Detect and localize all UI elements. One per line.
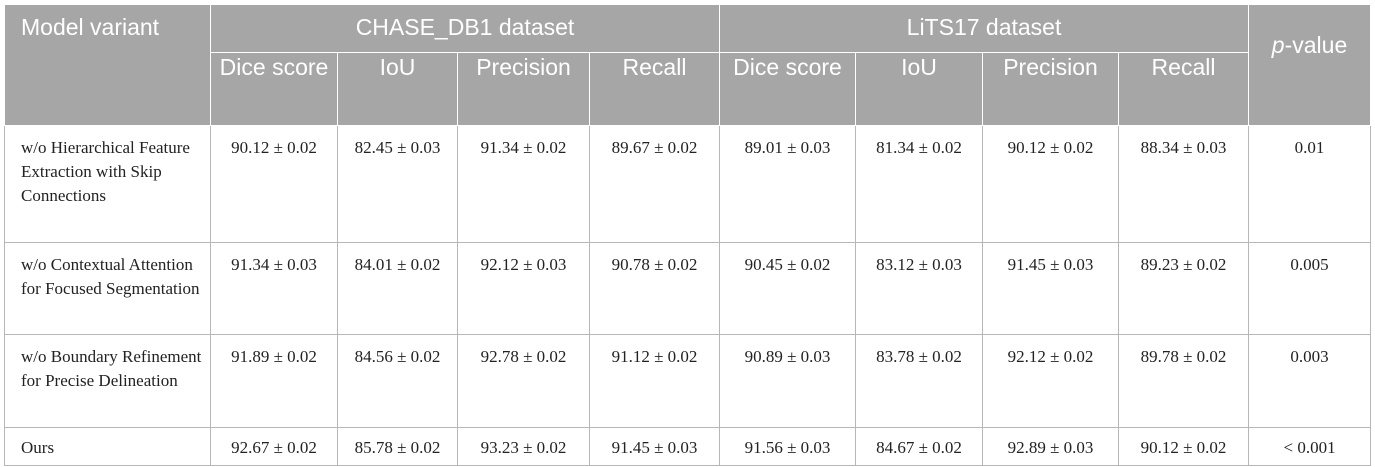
value-cell: 84.01 ± 0.02 [337, 242, 458, 335]
ablation-results-table: Model variant CHASE_DB1 dataset LiTS17 d… [4, 4, 1372, 466]
table-body: w/o Hierarchical Feature Extraction with… [4, 125, 1372, 466]
value-cell: 91.45 ± 0.03 [589, 427, 720, 466]
value-cell: 90.45 ± 0.02 [719, 242, 856, 335]
variant-cell: Ours [4, 427, 211, 466]
p-value-cell: < 0.001 [1248, 427, 1372, 466]
value-cell: 88.34 ± 0.03 [1117, 125, 1250, 243]
p-value-cell: 0.005 [1248, 242, 1372, 335]
value-cell: 89.01 ± 0.03 [719, 125, 856, 243]
value-cell: 90.12 ± 0.02 [1117, 427, 1250, 466]
header-model-variant: Model variant [4, 4, 211, 126]
value-cell: 92.89 ± 0.03 [982, 427, 1119, 466]
value-cell: 90.12 ± 0.02 [210, 125, 338, 243]
table-row: Ours 92.67 ± 0.02 85.78 ± 0.02 93.23 ± 0… [4, 427, 1372, 466]
value-cell: 82.45 ± 0.03 [337, 125, 458, 243]
header-lits-precision: Precision [982, 52, 1119, 126]
value-cell: 90.12 ± 0.02 [982, 125, 1119, 243]
value-cell: 90.89 ± 0.03 [719, 334, 856, 428]
value-cell: 91.34 ± 0.02 [457, 125, 590, 243]
value-cell: 92.67 ± 0.02 [210, 427, 338, 466]
header-chase-dice: Dice score [210, 52, 338, 126]
p-value-cell: 0.003 [1248, 334, 1372, 428]
value-cell: 93.23 ± 0.02 [457, 427, 590, 466]
value-cell: 89.23 ± 0.02 [1117, 242, 1250, 335]
value-cell: 91.56 ± 0.03 [719, 427, 856, 466]
header-chase-recall: Recall [589, 52, 720, 126]
header-p-value: p-value [1248, 4, 1372, 126]
table-header: Model variant CHASE_DB1 dataset LiTS17 d… [4, 4, 1372, 126]
value-cell: 92.12 ± 0.03 [457, 242, 590, 335]
value-cell: 89.67 ± 0.02 [589, 125, 720, 243]
value-cell: 92.78 ± 0.02 [457, 334, 590, 428]
header-chase-iou: IoU [337, 52, 458, 126]
variant-cell: w/o Hierarchical Feature Extraction with… [4, 125, 211, 243]
value-cell: 85.78 ± 0.02 [337, 427, 458, 466]
header-row-metrics: Dice score IoU Precision Recall Dice sco… [5, 52, 1371, 126]
value-cell: 92.12 ± 0.02 [982, 334, 1119, 428]
p-value-cell: 0.01 [1248, 125, 1372, 243]
header-lits-recall: Recall [1117, 52, 1250, 126]
header-lits-dice: Dice score [719, 52, 856, 126]
variant-cell: w/o Contextual Attention for Focused Seg… [4, 242, 211, 335]
header-p-suffix: -value [1284, 32, 1348, 58]
value-cell: 89.78 ± 0.02 [1117, 334, 1250, 428]
table-row: w/o Boundary Refinement for Precise Deli… [4, 334, 1372, 428]
value-cell: 84.56 ± 0.02 [337, 334, 458, 428]
value-cell: 91.89 ± 0.02 [210, 334, 338, 428]
value-cell: 84.67 ± 0.02 [855, 427, 983, 466]
value-cell: 83.12 ± 0.03 [855, 242, 983, 335]
value-cell: 83.78 ± 0.02 [855, 334, 983, 428]
value-cell: 90.78 ± 0.02 [589, 242, 720, 335]
header-lits17-dataset: LiTS17 dataset [718, 4, 1250, 53]
header-lits-iou: IoU [855, 52, 983, 126]
table-row: w/o Hierarchical Feature Extraction with… [4, 125, 1372, 243]
header-p-italic: p [1271, 32, 1285, 58]
header-row-groups: Model variant CHASE_DB1 dataset LiTS17 d… [4, 4, 1372, 126]
value-cell: 91.34 ± 0.03 [210, 242, 338, 335]
variant-cell: w/o Boundary Refinement for Precise Deli… [4, 334, 211, 428]
table-row: w/o Contextual Attention for Focused Seg… [4, 242, 1372, 335]
header-chase-precision: Precision [457, 52, 590, 126]
value-cell: 91.45 ± 0.03 [982, 242, 1119, 335]
value-cell: 81.34 ± 0.02 [855, 125, 983, 243]
value-cell: 91.12 ± 0.02 [589, 334, 720, 428]
header-chase-db1-dataset: CHASE_DB1 dataset [210, 4, 720, 53]
